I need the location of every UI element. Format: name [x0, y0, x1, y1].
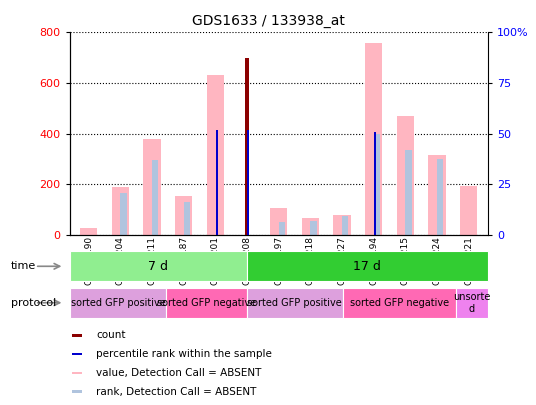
Bar	[365, 43, 383, 235]
Bar	[247, 288, 343, 318]
Bar	[270, 208, 287, 235]
Bar	[152, 160, 158, 235]
Bar	[72, 353, 81, 355]
Bar	[456, 288, 488, 318]
Bar	[405, 150, 412, 235]
Bar	[333, 215, 351, 235]
Text: 17 d: 17 d	[353, 260, 381, 273]
Bar	[342, 216, 348, 235]
Bar	[143, 139, 161, 235]
Bar	[207, 75, 224, 235]
Bar	[374, 134, 380, 235]
Bar	[80, 228, 98, 235]
Bar	[70, 251, 247, 281]
Text: rank, Detection Call = ABSENT: rank, Detection Call = ABSENT	[96, 387, 256, 396]
Bar	[437, 159, 443, 235]
Text: count: count	[96, 330, 125, 340]
Bar	[247, 251, 488, 281]
Bar	[343, 288, 456, 318]
Bar	[428, 155, 446, 235]
Text: sorted GFP positive: sorted GFP positive	[248, 298, 342, 308]
Text: sorted GFP positive: sorted GFP positive	[71, 298, 165, 308]
Bar	[215, 130, 218, 235]
Bar	[310, 221, 317, 235]
Bar	[72, 390, 81, 393]
Text: unsorte
d: unsorte d	[453, 292, 490, 313]
Text: GDS1633 / 133938_at: GDS1633 / 133938_at	[191, 14, 345, 28]
Bar	[111, 187, 129, 235]
Bar	[184, 202, 190, 235]
Text: value, Detection Call = ABSENT: value, Detection Call = ABSENT	[96, 368, 262, 378]
Bar	[121, 193, 126, 235]
Bar	[302, 218, 319, 235]
Bar	[166, 288, 247, 318]
Text: time: time	[11, 261, 36, 271]
Bar	[175, 196, 192, 235]
Text: 7 d: 7 d	[148, 260, 168, 273]
Bar	[244, 58, 249, 235]
Bar	[247, 130, 249, 235]
Text: sorted GFP negative: sorted GFP negative	[157, 298, 256, 308]
Bar	[397, 116, 414, 235]
Bar	[460, 185, 478, 235]
Text: protocol: protocol	[11, 298, 56, 308]
Bar	[70, 288, 166, 318]
Bar	[72, 334, 81, 337]
Bar	[279, 222, 285, 235]
Bar	[72, 372, 81, 374]
Text: percentile rank within the sample: percentile rank within the sample	[96, 349, 272, 359]
Text: sorted GFP negative: sorted GFP negative	[350, 298, 449, 308]
Bar	[374, 132, 376, 235]
